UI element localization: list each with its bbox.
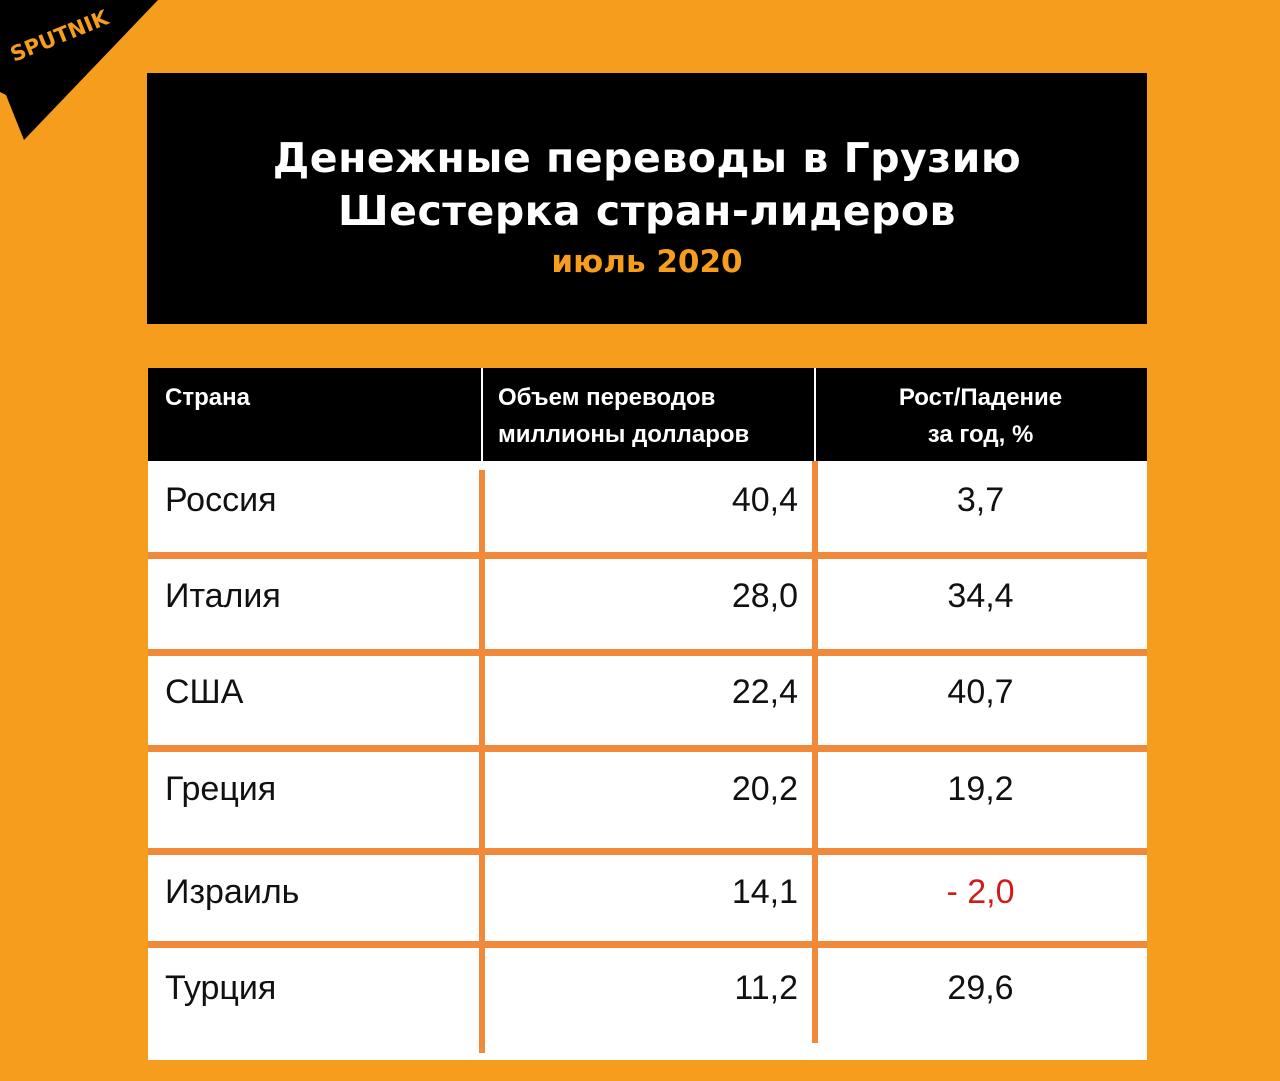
row-divider xyxy=(148,552,1147,559)
table-row: Израиль 14,1 - 2,0 xyxy=(148,853,1147,949)
column-divider xyxy=(479,470,485,1053)
header-divider xyxy=(814,368,816,461)
table-row: Италия 28,0 34,4 xyxy=(148,557,1147,653)
row-divider xyxy=(148,745,1147,752)
row-divider xyxy=(148,649,1147,656)
growth-cell-negative: - 2,0 xyxy=(946,873,1015,911)
row-divider xyxy=(148,941,1147,948)
volume-cell: 20,2 xyxy=(731,770,798,808)
column-divider xyxy=(812,461,818,1043)
country-cell: Греция xyxy=(165,770,277,808)
title-line-1: Денежные переводы в Грузию xyxy=(272,134,1022,182)
header-divider xyxy=(481,368,483,461)
title-banner: Денежные переводы в Грузию Шестерка стра… xyxy=(147,73,1147,324)
growth-cell: 19,2 xyxy=(947,770,1014,808)
table-row: Россия 40,4 3,7 xyxy=(148,461,1147,557)
table-row: Греция 20,2 19,2 xyxy=(148,750,1147,846)
header-growth: Рост/Падение за год, % xyxy=(814,379,1147,453)
growth-cell: 3,7 xyxy=(956,481,1005,519)
growth-cell: 29,6 xyxy=(947,969,1014,1007)
table-header: Страна Объем переводов миллионы долларов… xyxy=(148,368,1147,461)
header-volume-line-2: миллионы долларов xyxy=(498,421,750,448)
country-cell: Израиль xyxy=(165,873,300,911)
header-country: Страна xyxy=(165,379,250,416)
country-cell: Турция xyxy=(165,969,277,1007)
header-growth-line-1: Рост/Падение xyxy=(898,384,1063,411)
header-volume-line-1: Объем переводов xyxy=(498,384,716,411)
volume-cell: 28,0 xyxy=(731,577,798,615)
remittance-table: Страна Объем переводов миллионы долларов… xyxy=(148,368,1147,1060)
sputnik-logo: SPUTNIK xyxy=(0,0,170,150)
header-country-label: Страна xyxy=(165,384,250,411)
growth-cell: 40,7 xyxy=(947,673,1014,711)
table-row: США 22,4 40,7 xyxy=(148,653,1147,749)
volume-cell: 11,2 xyxy=(734,969,798,1007)
country-cell: Италия xyxy=(165,577,281,615)
row-divider xyxy=(148,848,1147,855)
header-growth-line-2: за год, % xyxy=(927,421,1034,448)
growth-cell: 34,4 xyxy=(947,577,1014,615)
country-cell: Россия xyxy=(165,481,277,519)
volume-cell: 14,1 xyxy=(731,873,798,911)
country-cell: США xyxy=(165,673,244,711)
title-line-2: Шестерка стран-лидеров xyxy=(337,187,956,235)
table-row: Турция 11,2 29,6 xyxy=(148,949,1147,1045)
header-volume: Объем переводов миллионы долларов xyxy=(498,379,749,453)
volume-cell: 22,4 xyxy=(731,673,798,711)
period-label: июль 2020 xyxy=(551,244,743,280)
volume-cell: 40,4 xyxy=(731,481,798,519)
